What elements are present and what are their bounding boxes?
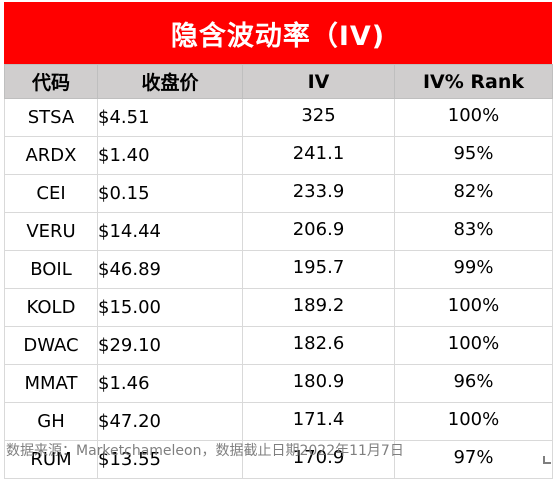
symbol-cell[interactable]: VERU (4, 212, 98, 251)
price-cell[interactable]: $15.00 (97, 288, 243, 327)
column-header-close-price[interactable]: 收盘价 (97, 64, 243, 99)
rank-cell[interactable]: 100% (394, 98, 553, 137)
price-cell[interactable]: $46.89 (97, 250, 243, 289)
table-row: GH $47.20 171.4 100% (4, 402, 553, 441)
iv-cell[interactable]: 180.9 (242, 364, 395, 403)
rank-cell[interactable]: 83% (394, 212, 553, 251)
table-row: KOLD $15.00 189.2 100% (4, 288, 553, 327)
symbol-cell[interactable]: BOIL (4, 250, 98, 289)
rank-cell[interactable]: 100% (394, 288, 553, 327)
symbol-cell[interactable]: MMAT (4, 364, 98, 403)
title-banner: 隐含波动率（IV) (4, 2, 552, 64)
rank-cell[interactable]: 96% (394, 364, 553, 403)
spreadsheet-view: 隐含波动率（IV) 代码 收盘价 IV IV% Rank STSA $4.51 … (4, 2, 553, 479)
table-row: DWAC $29.10 182.6 100% (4, 326, 553, 365)
table-row: STSA $4.51 325 100% (4, 98, 553, 137)
iv-cell[interactable]: 206.9 (242, 212, 395, 251)
price-cell[interactable]: $1.46 (97, 364, 243, 403)
price-cell[interactable]: $1.40 (97, 136, 243, 175)
page-title: 隐含波动率（IV) (170, 20, 386, 52)
rank-cell[interactable]: 100% (394, 402, 553, 441)
iv-cell[interactable]: 325 (242, 98, 395, 137)
column-header-iv-rank[interactable]: IV% Rank (394, 64, 553, 99)
column-header-symbol[interactable]: 代码 (4, 64, 98, 99)
price-cell[interactable]: $47.20 (97, 402, 243, 441)
price-cell[interactable]: $29.10 (97, 326, 243, 365)
table-row: MMAT $1.46 180.9 96% (4, 364, 553, 403)
column-header-iv[interactable]: IV (242, 64, 395, 99)
symbol-cell[interactable]: DWAC (4, 326, 98, 365)
table-row: BOIL $46.89 195.7 99% (4, 250, 553, 289)
symbol-cell[interactable]: KOLD (4, 288, 98, 327)
symbol-cell[interactable]: ARDX (4, 136, 98, 175)
iv-cell[interactable]: 195.7 (242, 250, 395, 289)
iv-cell[interactable]: 189.2 (242, 288, 395, 327)
price-cell[interactable]: $0.15 (97, 174, 243, 213)
rank-cell[interactable]: 99% (394, 250, 553, 289)
iv-cell[interactable]: 233.9 (242, 174, 395, 213)
rank-cell[interactable]: 97% (394, 440, 553, 479)
price-cell[interactable]: $14.44 (97, 212, 243, 251)
rank-cell[interactable]: 82% (394, 174, 553, 213)
iv-cell[interactable]: 171.4 (242, 402, 395, 441)
corner-handle-icon (543, 456, 551, 464)
iv-table: 代码 收盘价 IV IV% Rank STSA $4.51 325 100% A… (4, 64, 553, 479)
iv-cell[interactable]: 182.6 (242, 326, 395, 365)
iv-cell[interactable]: 241.1 (242, 136, 395, 175)
price-cell[interactable]: $4.51 (97, 98, 243, 137)
source-note: 数据来源：Marketchameleon，数据截止日期2022年11月7日 (6, 443, 404, 459)
header-row: 代码 收盘价 IV IV% Rank (4, 64, 553, 99)
table-row: CEI $0.15 233.9 82% (4, 174, 553, 213)
symbol-cell[interactable]: CEI (4, 174, 98, 213)
rank-cell[interactable]: 95% (394, 136, 553, 175)
table-row: ARDX $1.40 241.1 95% (4, 136, 553, 175)
rank-cell[interactable]: 100% (394, 326, 553, 365)
symbol-cell[interactable]: STSA (4, 98, 98, 137)
table-row: VERU $14.44 206.9 83% (4, 212, 553, 251)
symbol-cell[interactable]: GH (4, 402, 98, 441)
